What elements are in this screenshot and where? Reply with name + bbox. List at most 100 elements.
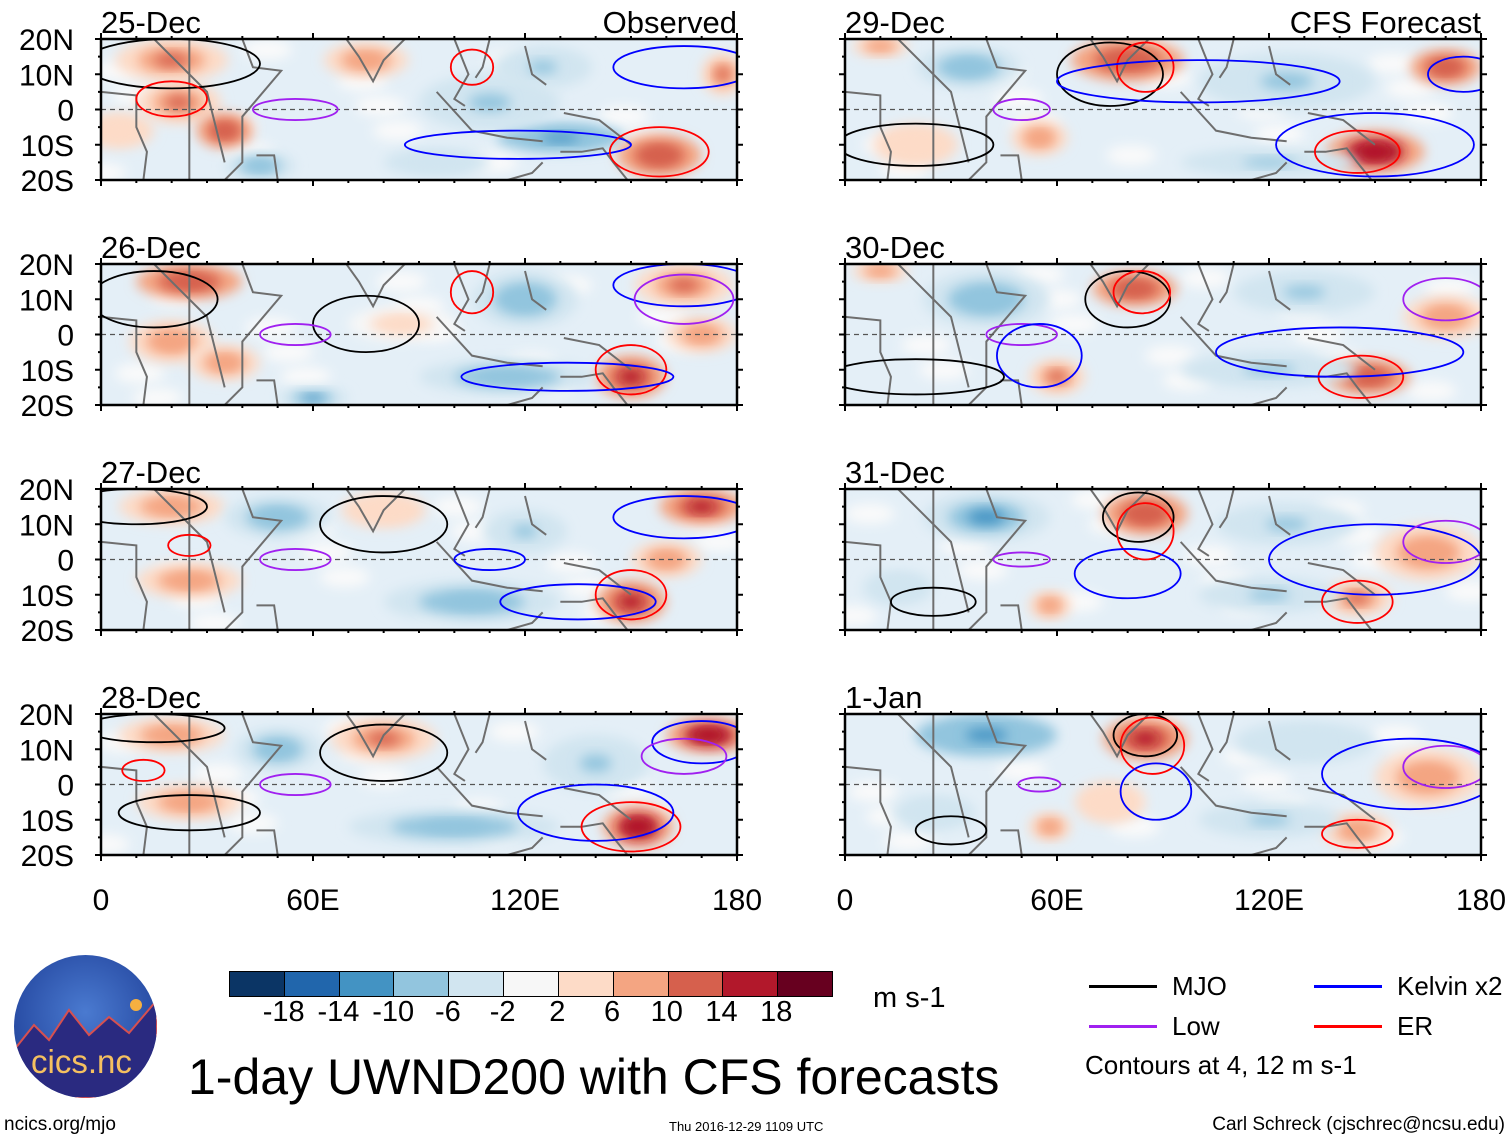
contour-low xyxy=(985,323,1058,346)
contour-er xyxy=(121,758,166,782)
contour-mjo xyxy=(101,714,226,744)
map-panel-30-dec: 30-Dec xyxy=(839,230,1487,411)
wind-anomaly-peak xyxy=(108,125,130,136)
wind-anomaly-peak xyxy=(1346,592,1368,604)
coastline xyxy=(435,766,543,818)
contour-mjo xyxy=(845,122,995,167)
coastline xyxy=(435,91,543,143)
coastline xyxy=(1307,562,1376,596)
coastline xyxy=(101,315,148,405)
neutral-patch xyxy=(432,496,483,517)
wind-anomaly-peak xyxy=(216,125,234,136)
neutral-patch xyxy=(302,542,353,563)
coastline xyxy=(474,714,491,754)
wind-anomaly-peak xyxy=(158,335,185,348)
contour-kelvin xyxy=(517,783,675,842)
colorbar-tick-label: 2 xyxy=(549,996,566,1028)
coastline xyxy=(474,39,491,79)
map-panel-29-dec: 29-Dec CFS Forecast xyxy=(839,5,1487,186)
contour-mjo xyxy=(1056,41,1164,107)
wind-anomaly-peak xyxy=(420,158,453,167)
coastline xyxy=(1304,822,1373,855)
wind-anomaly-peak xyxy=(887,582,909,593)
wind-anomaly-peak xyxy=(691,329,713,340)
coastline xyxy=(1251,161,1288,180)
contour-kelvin xyxy=(453,548,526,571)
contour-low xyxy=(992,551,1051,568)
panel-date: 1-Jan xyxy=(845,680,923,715)
wind-anomaly-peak xyxy=(1132,507,1159,521)
coastline xyxy=(560,822,629,855)
coastline xyxy=(1000,829,1023,855)
coastline xyxy=(1089,39,1151,84)
colorbar-tick-label: 18 xyxy=(760,996,793,1028)
coastline xyxy=(345,489,407,534)
neutral-patch xyxy=(101,162,126,180)
neutral-patch xyxy=(1145,345,1196,366)
coastline xyxy=(1218,489,1235,529)
neutral-patch xyxy=(319,567,370,588)
contour-kelvin xyxy=(612,495,737,540)
contour-kelvin xyxy=(1073,548,1182,600)
colorbar-swatch xyxy=(612,972,668,996)
coastline xyxy=(1307,112,1376,146)
coastline xyxy=(1089,264,1151,309)
coastline xyxy=(1179,541,1287,593)
y-tick-label: 20S xyxy=(21,840,74,873)
colorbar-swatch xyxy=(448,972,504,996)
footer-url[interactable]: ncics.org/mjo xyxy=(4,1114,116,1135)
contour-low xyxy=(1402,744,1481,789)
coastline xyxy=(223,264,284,405)
coastline xyxy=(967,264,1028,405)
contour-low xyxy=(1402,277,1481,322)
wind-anomaly-peak xyxy=(353,54,379,66)
neutral-patch xyxy=(1424,278,1475,299)
neutral-patch xyxy=(376,271,427,292)
logo: cics.nc xyxy=(14,955,157,1098)
contour-low xyxy=(633,273,735,325)
footer-author: Carl Schreck (cjschrec@ncsu.edu) xyxy=(1212,1114,1505,1135)
contour-mjo xyxy=(101,489,208,526)
coastline xyxy=(256,154,279,180)
panel-date: 30-Dec xyxy=(845,230,945,265)
neutral-patch xyxy=(1106,145,1157,166)
logo-text: cics.nc xyxy=(31,1043,132,1080)
contour-kelvin xyxy=(612,264,737,308)
y-tick-label: 20S xyxy=(21,615,74,648)
coastline xyxy=(1197,489,1214,557)
colorbar-swatch xyxy=(722,972,778,996)
contour-er xyxy=(1116,41,1175,93)
wind-anomaly-peak xyxy=(1043,601,1057,610)
coastline xyxy=(1268,495,1291,536)
coastline xyxy=(223,39,284,180)
wind-anomaly-peak xyxy=(249,161,271,171)
contour-mjo xyxy=(845,358,1005,396)
x-tick-label: 60E xyxy=(1030,884,1083,917)
colorbar-tick-label: 6 xyxy=(604,996,621,1028)
coastline xyxy=(1304,597,1373,630)
contour-low xyxy=(259,548,332,571)
wind-anomaly-peak xyxy=(155,729,188,741)
neutral-patch xyxy=(355,95,406,116)
coastline xyxy=(507,836,544,855)
wind-anomaly-peak xyxy=(902,138,929,152)
contour-mjo xyxy=(914,815,988,846)
map-field xyxy=(101,264,737,405)
colorbar-tick-label: 10 xyxy=(650,996,683,1028)
contour-er xyxy=(1116,502,1175,561)
coastline xyxy=(845,540,892,630)
colorbar-tick-label: -10 xyxy=(372,996,415,1028)
neutral-patch xyxy=(598,106,649,127)
wind-anomaly-peak xyxy=(541,133,580,142)
wind-anomaly-peak xyxy=(871,42,889,50)
contour-kelvin xyxy=(996,323,1083,389)
map-field xyxy=(101,714,737,855)
y-tick-label: 10S xyxy=(21,805,74,838)
coastline xyxy=(256,604,279,630)
y-tick-label: 0 xyxy=(57,320,74,353)
neutral-patch xyxy=(1406,380,1457,401)
coastline xyxy=(345,264,407,309)
contour-mjo xyxy=(312,294,420,354)
panel-date: 27-Dec xyxy=(101,455,201,490)
